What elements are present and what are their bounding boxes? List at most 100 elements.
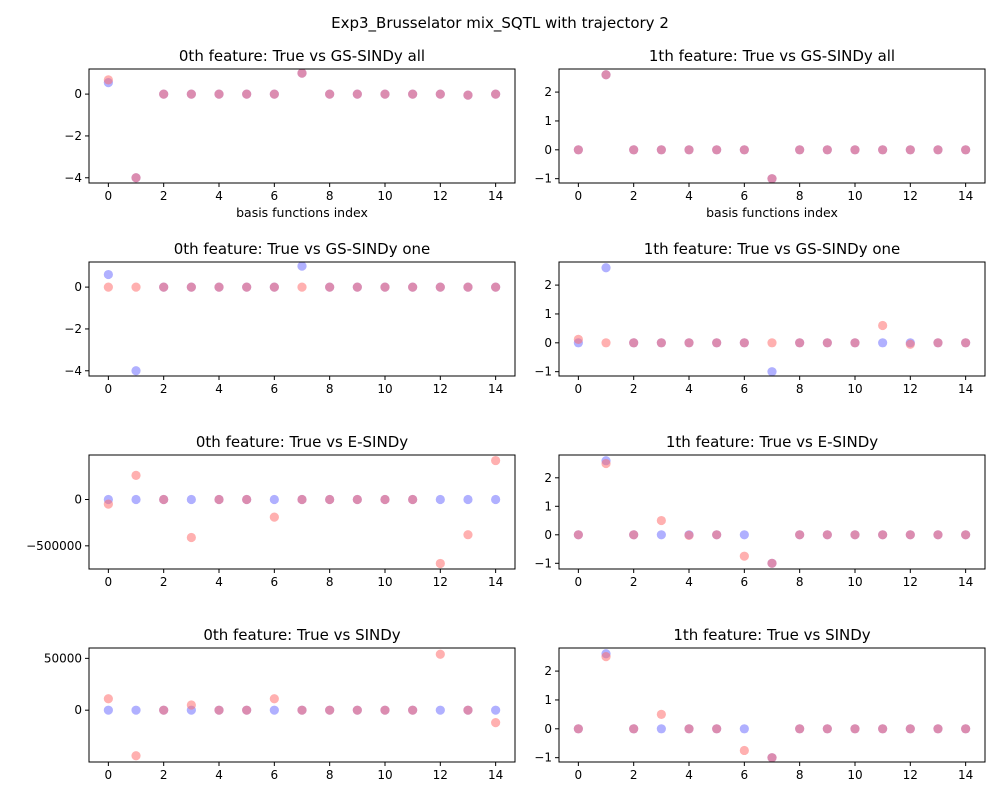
point-pred xyxy=(491,718,501,728)
x-tick-label: 4 xyxy=(685,575,693,589)
point-pred xyxy=(739,338,749,348)
point-pred xyxy=(131,470,141,480)
point-pred xyxy=(767,174,777,184)
point-pred xyxy=(269,282,279,292)
point-true xyxy=(435,705,445,715)
point-true xyxy=(297,261,307,271)
point-pred xyxy=(131,751,141,761)
x-tick-label: 14 xyxy=(958,382,973,396)
point-true xyxy=(131,705,141,715)
point-pred xyxy=(325,494,335,505)
point-pred xyxy=(961,145,971,155)
point-pred xyxy=(463,282,473,292)
point-pred xyxy=(684,145,694,155)
x-tick-label: 0 xyxy=(105,575,113,589)
panel-title: 0th feature: True vs GS-SINDy all xyxy=(179,47,425,65)
point-pred xyxy=(408,282,418,292)
x-tick-label: 6 xyxy=(271,768,279,782)
point-pred xyxy=(435,558,445,569)
x-tick-label: 12 xyxy=(433,768,448,782)
x-tick-label: 8 xyxy=(326,575,334,589)
point-pred xyxy=(933,338,943,348)
x-axis-label: basis functions index xyxy=(236,205,368,220)
x-axis-label: basis functions index xyxy=(706,205,838,220)
point-pred xyxy=(933,724,943,734)
point-pred xyxy=(242,282,252,292)
point-pred xyxy=(242,494,252,505)
panel-title: 1th feature: True vs SINDy xyxy=(673,626,870,644)
point-pred xyxy=(850,724,860,734)
x-tick-label: 0 xyxy=(575,189,583,203)
point-pred xyxy=(103,499,113,509)
point-pred xyxy=(325,705,335,715)
x-tick-label: 10 xyxy=(847,189,862,203)
point-pred xyxy=(159,282,169,292)
point-pred xyxy=(822,530,832,540)
point-true xyxy=(131,494,141,505)
point-pred xyxy=(214,282,224,292)
point-pred xyxy=(103,282,113,292)
x-tick-label: 4 xyxy=(685,382,693,396)
axes-frame xyxy=(558,454,986,570)
x-tick-label: 4 xyxy=(215,189,223,203)
x-tick-label: 2 xyxy=(160,768,168,782)
point-true xyxy=(103,269,113,280)
x-tick-label: 12 xyxy=(903,575,918,589)
x-tick-label: 2 xyxy=(630,768,638,782)
x-tick-label: 0 xyxy=(105,189,113,203)
point-pred xyxy=(684,338,694,348)
y-tick-label: 1 xyxy=(544,693,552,707)
point-pred xyxy=(961,530,971,540)
point-pred xyxy=(297,68,307,78)
y-tick-label: 0 xyxy=(74,280,82,294)
x-tick-label: 14 xyxy=(958,575,973,589)
point-pred xyxy=(159,89,169,99)
y-tick-label: −4 xyxy=(64,364,82,378)
point-pred xyxy=(629,724,639,734)
x-tick-label: 4 xyxy=(215,768,223,782)
point-true xyxy=(103,705,113,715)
point-pred xyxy=(739,745,749,756)
point-pred xyxy=(712,724,722,734)
point-pred xyxy=(878,530,888,540)
point-pred xyxy=(573,145,583,155)
point-true xyxy=(656,724,666,734)
point-pred xyxy=(186,532,196,543)
x-tick-label: 8 xyxy=(796,189,804,203)
point-pred xyxy=(656,515,666,526)
x-tick-label: 10 xyxy=(377,768,392,782)
panel-6: 0th feature: True vs SINDy 0 2 4 6 8 10 12 14 0 50… xyxy=(44,626,516,782)
y-tick-label: −2 xyxy=(64,129,82,143)
point-pred xyxy=(601,338,611,348)
point-true xyxy=(601,263,611,273)
y-tick-label: −2 xyxy=(64,322,82,336)
panel-4: 0th feature: True vs E-SINDy 0 2 4 6 8 10 12 14 −… xyxy=(26,433,516,589)
point-pred xyxy=(961,338,971,348)
y-tick-label: 0 xyxy=(544,143,552,157)
axes-frame xyxy=(558,647,986,763)
point-pred xyxy=(352,89,362,99)
panel-0: 0th feature: True vs GS-SINDy all 0 2 4 6 8 10… xyxy=(64,47,516,220)
x-tick-label: 8 xyxy=(326,189,334,203)
point-pred xyxy=(656,709,666,719)
x-tick-label: 0 xyxy=(105,382,113,396)
point-pred xyxy=(795,530,805,540)
point-true xyxy=(269,494,279,505)
x-tick-label: 8 xyxy=(796,382,804,396)
y-tick-label: 2 xyxy=(544,85,552,99)
point-pred xyxy=(684,530,694,540)
point-pred xyxy=(131,282,141,292)
point-pred xyxy=(850,338,860,348)
point-pred xyxy=(795,145,805,155)
x-tick-label: 0 xyxy=(575,768,583,782)
x-tick-label: 6 xyxy=(741,575,749,589)
y-tick-label: 1 xyxy=(544,499,552,513)
point-pred xyxy=(878,320,888,331)
x-tick-label: 10 xyxy=(377,575,392,589)
point-true xyxy=(739,530,749,540)
x-tick-label: 6 xyxy=(741,189,749,203)
